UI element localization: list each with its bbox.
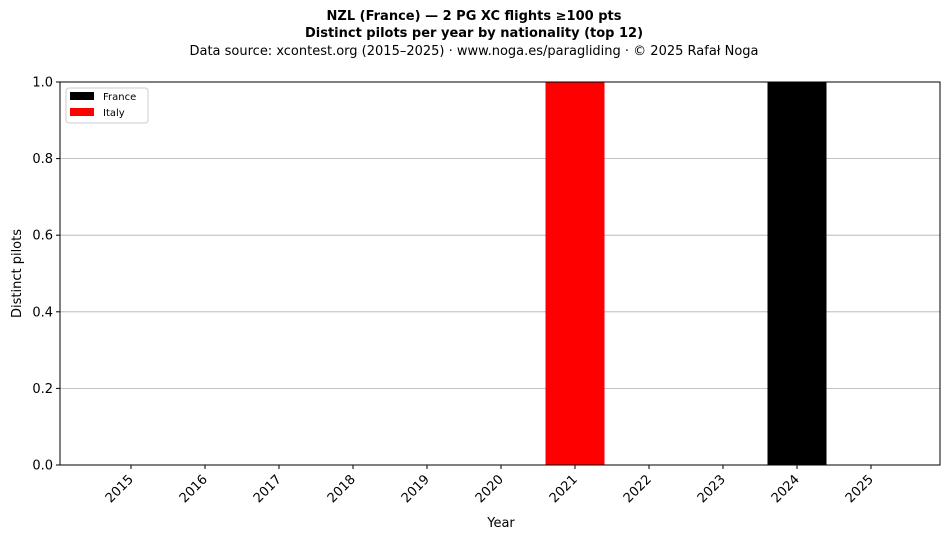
y-tick-label: 0.4: [32, 305, 53, 320]
y-tick-label: 0.2: [32, 382, 53, 397]
x-tick-label: 2025: [843, 472, 877, 506]
y-axis-label: Distinct pilots: [10, 229, 25, 318]
y-tick-label: 0.0: [32, 459, 53, 474]
y-tick-label: 0.8: [32, 152, 53, 167]
legend-label-france: France: [103, 92, 136, 103]
y-axis: 0.0 0.2 0.4 0.6 0.8 1.0: [32, 76, 60, 474]
x-tick-label: 2023: [695, 472, 729, 506]
legend-label-italy: Italy: [103, 108, 125, 119]
legend-swatch-france: [70, 92, 94, 100]
chart-title-line-2: Distinct pilots per year by nationality …: [305, 26, 643, 41]
chart-subtitle: Data source: xcontest.org (2015–2025) · …: [189, 44, 758, 59]
x-tick-label: 2015: [103, 472, 137, 506]
x-tick-label: 2020: [473, 472, 507, 506]
x-tick-label: 2016: [177, 472, 211, 506]
bar-france-2024: [767, 82, 827, 465]
x-tick-label: 2018: [325, 472, 359, 506]
x-axis-label: Year: [486, 516, 515, 531]
x-tick-label: 2022: [621, 472, 655, 506]
chart-title: NZL (France) — 2 PG XC flights ≥100 pts: [327, 9, 622, 24]
bars: [545, 82, 827, 465]
legend-swatch-italy: [70, 108, 94, 116]
plot-frame: [59, 81, 941, 466]
y-tick-label: 1.0: [32, 76, 53, 91]
y-tick-label: 0.6: [32, 229, 53, 244]
x-tick-label: 2017: [251, 472, 285, 506]
bar-italy-2021: [545, 82, 605, 465]
x-tick-label: 2019: [399, 472, 433, 506]
x-tick-label: 2024: [769, 472, 803, 506]
x-tick-label: 2021: [547, 472, 581, 506]
x-axis: 2015 2016 2017 2018 2019 2020 2021 2022 2023 2024…: [103, 465, 877, 506]
legend: France Italy: [65, 87, 149, 124]
